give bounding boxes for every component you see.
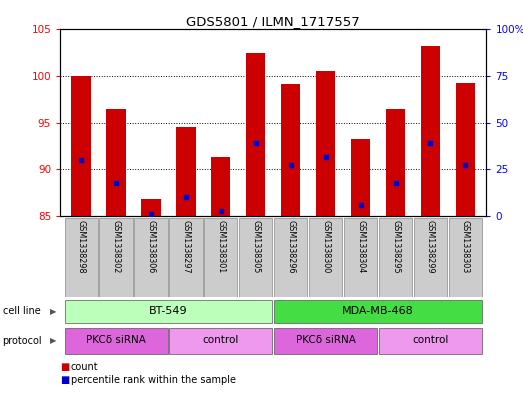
Bar bbox=[141, 199, 161, 216]
Bar bbox=[239, 218, 272, 297]
Text: GSM1338301: GSM1338301 bbox=[217, 220, 225, 274]
Text: PKCδ siRNA: PKCδ siRNA bbox=[295, 335, 356, 345]
Bar bbox=[134, 218, 167, 297]
Text: protocol: protocol bbox=[3, 336, 42, 346]
Bar bbox=[456, 83, 475, 216]
Text: percentile rank within the sample: percentile rank within the sample bbox=[71, 375, 235, 385]
Text: ▶: ▶ bbox=[50, 307, 56, 316]
Bar bbox=[379, 328, 482, 354]
Bar bbox=[351, 139, 370, 216]
Bar bbox=[169, 218, 202, 297]
Bar bbox=[421, 46, 440, 216]
Text: GSM1338299: GSM1338299 bbox=[426, 220, 435, 274]
Text: ▶: ▶ bbox=[50, 336, 56, 345]
Text: BT-549: BT-549 bbox=[149, 306, 188, 316]
Bar bbox=[274, 218, 308, 297]
Bar bbox=[107, 109, 126, 216]
Text: cell line: cell line bbox=[3, 307, 40, 316]
Bar bbox=[309, 218, 342, 297]
Title: GDS5801 / ILMN_1717557: GDS5801 / ILMN_1717557 bbox=[186, 15, 360, 28]
Text: MDA-MB-468: MDA-MB-468 bbox=[342, 306, 414, 316]
Bar bbox=[169, 328, 272, 354]
Bar bbox=[211, 157, 231, 216]
Bar bbox=[386, 109, 405, 216]
Bar bbox=[316, 72, 335, 216]
Text: GSM1338306: GSM1338306 bbox=[146, 220, 155, 274]
Bar bbox=[344, 218, 377, 297]
Bar bbox=[274, 328, 377, 354]
Bar bbox=[379, 218, 412, 297]
Bar bbox=[176, 127, 196, 216]
Text: GSM1338298: GSM1338298 bbox=[76, 220, 86, 274]
Text: count: count bbox=[71, 362, 98, 372]
Bar bbox=[204, 218, 237, 297]
Bar bbox=[72, 76, 90, 216]
Bar bbox=[99, 218, 133, 297]
Text: GSM1338296: GSM1338296 bbox=[286, 220, 295, 274]
Bar bbox=[64, 218, 98, 297]
Text: GSM1338303: GSM1338303 bbox=[461, 220, 470, 274]
Bar bbox=[64, 300, 272, 323]
Bar bbox=[274, 300, 482, 323]
Bar bbox=[449, 218, 482, 297]
Bar bbox=[414, 218, 447, 297]
Bar bbox=[64, 328, 167, 354]
Text: PKCδ siRNA: PKCδ siRNA bbox=[86, 335, 146, 345]
Text: control: control bbox=[203, 335, 239, 345]
Text: GSM1338295: GSM1338295 bbox=[391, 220, 400, 274]
Text: ■: ■ bbox=[60, 375, 70, 385]
Text: GSM1338305: GSM1338305 bbox=[251, 220, 260, 274]
Text: GSM1338304: GSM1338304 bbox=[356, 220, 365, 274]
Bar bbox=[281, 84, 300, 216]
Text: GSM1338302: GSM1338302 bbox=[111, 220, 120, 274]
Bar bbox=[246, 53, 265, 216]
Text: GSM1338297: GSM1338297 bbox=[181, 220, 190, 274]
Text: ■: ■ bbox=[60, 362, 70, 372]
Text: control: control bbox=[412, 335, 449, 345]
Text: GSM1338300: GSM1338300 bbox=[321, 220, 330, 274]
